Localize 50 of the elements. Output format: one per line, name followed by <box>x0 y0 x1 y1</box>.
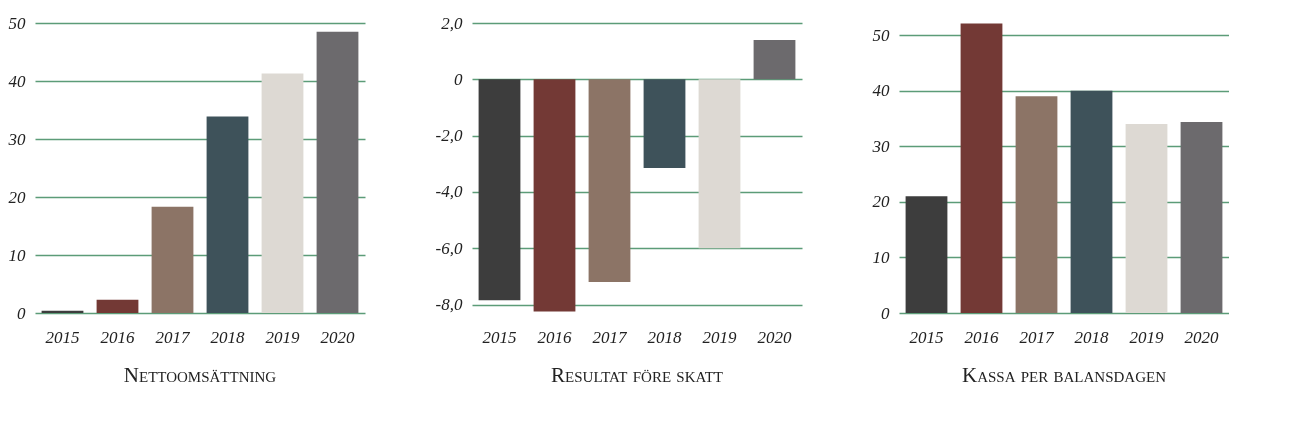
y-tick-label: -6,0 <box>435 238 463 258</box>
x-tick-label: 2016 <box>100 327 135 347</box>
x-tick-label: 2015 <box>482 327 517 347</box>
y-tick-label: 30 <box>7 129 26 149</box>
bar <box>316 31 359 313</box>
bar <box>206 116 249 313</box>
y-tick-label: -8,0 <box>435 295 463 315</box>
x-tick-label: 2019 <box>265 327 300 347</box>
x-tick-label: 2016 <box>964 327 999 347</box>
y-tick-label: 0 <box>17 303 26 323</box>
y-tick-label: 10 <box>8 245 26 265</box>
x-tick-label: 2016 <box>537 327 572 347</box>
x-tick-label: 2015 <box>909 327 944 347</box>
x-tick-label: 2018 <box>1074 327 1109 347</box>
x-tick-label: 2018 <box>647 327 682 347</box>
x-tick-label: 2017 <box>1019 327 1055 347</box>
x-tick-label: 2017 <box>155 327 191 347</box>
x-tick-label: 2020 <box>320 327 355 347</box>
x-tick-label: 2019 <box>702 327 737 347</box>
y-tick-label: 20 <box>872 192 890 212</box>
y-tick-label: 30 <box>871 136 890 156</box>
bar <box>1125 124 1168 313</box>
y-tick-label: 20 <box>8 187 26 207</box>
bar <box>1070 90 1113 313</box>
x-tick-label: 2020 <box>1184 327 1219 347</box>
y-tick-label: 0 <box>881 303 890 323</box>
x-tick-label: 2019 <box>1129 327 1164 347</box>
text: Kassa per balansdagen <box>961 363 1167 387</box>
bar <box>960 23 1003 313</box>
y-tick-label: -4,0 <box>435 182 463 202</box>
bar <box>1180 121 1223 313</box>
x-tick-label: 2015 <box>45 327 80 347</box>
bar <box>1015 96 1058 313</box>
x-tick-label: 2020 <box>757 327 792 347</box>
y-tick-label: 40 <box>8 71 26 91</box>
bar <box>96 299 139 313</box>
x-tick-label: 2017 <box>592 327 628 347</box>
y-tick-label: 10 <box>872 247 890 267</box>
y-tick-label: -2,0 <box>435 126 463 146</box>
y-tick-label: 2,0 <box>441 13 463 33</box>
bar <box>905 196 948 313</box>
bar <box>151 206 194 313</box>
text: Nettoomsättning <box>123 363 277 387</box>
y-tick-label: 40 <box>872 81 890 101</box>
x-tick-label: 2018 <box>210 327 245 347</box>
y-tick-label: 50 <box>8 13 26 33</box>
y-tick-label: 50 <box>872 25 890 45</box>
bar <box>261 73 304 313</box>
text: Resultat före skatt <box>551 363 723 387</box>
y-tick-label: 0 <box>454 69 463 89</box>
